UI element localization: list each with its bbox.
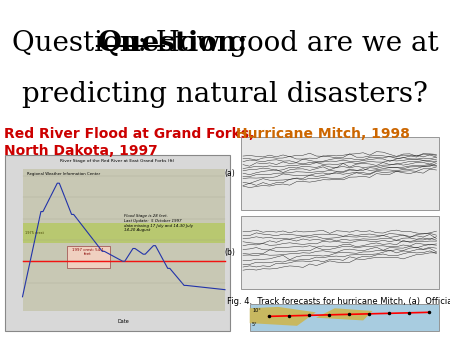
Text: (a): (a) — [224, 169, 235, 178]
Text: River Stage of the Red River at East Grand Forks (ft): River Stage of the Red River at East Gra… — [60, 159, 174, 163]
Text: Hurricane Mitch, 1998: Hurricane Mitch, 1998 — [236, 127, 410, 141]
Text: Red River Flood at Grand Forks,: Red River Flood at Grand Forks, — [4, 127, 255, 141]
Text: Date: Date — [118, 319, 130, 324]
Text: Regional Weather Information Center: Regional Weather Information Center — [27, 172, 100, 176]
Text: (b): (b) — [224, 248, 235, 257]
Bar — [22, 223, 225, 243]
Bar — [22, 169, 225, 311]
Bar — [241, 216, 439, 289]
Text: Question: How good are we at: Question: How good are we at — [12, 30, 438, 57]
Text: North Dakota, 1997: North Dakota, 1997 — [4, 144, 158, 158]
Text: Question:: Question: — [98, 30, 248, 57]
Text: predicting natural disasters?: predicting natural disasters? — [22, 81, 428, 108]
Text: Fig. 4.  Track forecasts for hurricane Mitch, (a)  Official, (b) GFDL model.: Fig. 4. Track forecasts for hurricane Mi… — [227, 297, 450, 307]
Bar — [4, 155, 230, 331]
Text: 1975 crest: 1975 crest — [25, 231, 44, 235]
Text: Flood Stage is 28 feet.
Last Update:  5 October 1997
data missing 17 July and 14: Flood Stage is 28 feet. Last Update: 5 O… — [124, 214, 193, 232]
Bar — [250, 304, 439, 331]
Bar — [67, 246, 110, 268]
Text: 1997 crest: 54.1
feet: 1997 crest: 54.1 feet — [72, 248, 104, 257]
Bar — [241, 137, 439, 210]
Text: 5°: 5° — [252, 322, 257, 327]
Polygon shape — [316, 308, 373, 320]
Polygon shape — [250, 307, 316, 326]
Text: 10°: 10° — [252, 309, 261, 313]
